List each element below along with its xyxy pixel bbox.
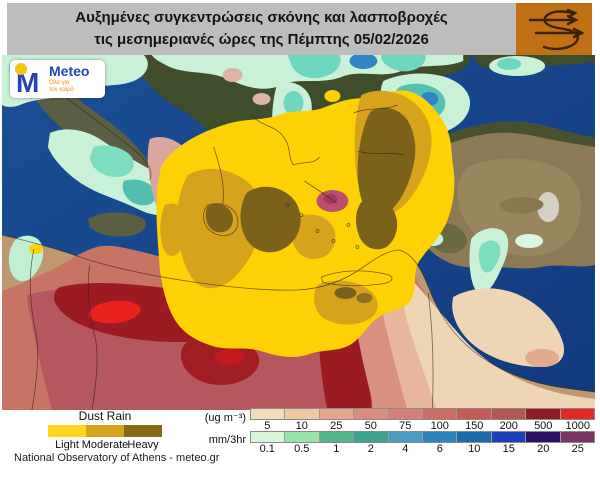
scale-color-swatch (251, 432, 285, 442)
dust-concentration-scale: 5 10 25 50 75 100 150 200 500 1000 (250, 408, 595, 432)
credit-text: National Observatory of Athens - meteo.g… (14, 452, 220, 464)
scale-tick-label: 50 (364, 420, 377, 432)
rain-scale-labels: 0.1 0.5 1 2 4 6 10 15 20 25 (250, 443, 595, 455)
dust-class-label: Heavy (127, 439, 159, 451)
rain-scale-bar (250, 431, 595, 443)
scale-tick-label: 0.1 (259, 443, 275, 455)
scale-tick-label: 75 (399, 420, 412, 432)
meteo-tagline-1: Όλα για (49, 79, 70, 86)
title-line-1: Αυξημένες συγκεντρώσεις σκόνης και λασπο… (75, 8, 448, 26)
scale-tick-label: 1000 (565, 420, 590, 432)
dust-overlays (2, 68, 595, 410)
scale-color-swatch (284, 432, 319, 442)
scale-tick-label: 2 (367, 443, 374, 455)
scale-tick-label: 150 (465, 420, 484, 432)
scale-color-swatch (284, 409, 319, 419)
dust-class-swatch (86, 425, 124, 437)
rain-scale-unit-label: mm/3hr (208, 434, 246, 446)
dust-rain-title: Dust Rain (78, 409, 132, 423)
dust-class-label: Light (55, 439, 79, 451)
scale-tick-label: 20 (537, 443, 550, 455)
dust-class-segment: Heavy (124, 425, 162, 451)
meteo-logo: M Meteo Όλα για τον καιρό (10, 60, 105, 98)
scale-color-swatch (251, 409, 285, 419)
scale-color-swatch (490, 409, 526, 419)
dust-class-swatch (124, 425, 162, 437)
meteo-logo-dot (15, 63, 27, 75)
scale-tick-label: 5 (264, 420, 271, 432)
scale-tick-label: 25 (571, 443, 584, 455)
rain-accumulation-scale: 0.1 0.5 1 2 4 6 10 15 20 25 (250, 431, 595, 455)
dust-class-label: Moderate (81, 439, 129, 451)
dust-class-segment: Light (48, 425, 86, 451)
dust-class-swatch (48, 425, 86, 437)
dust-wind-icon (528, 8, 585, 51)
scale-tick-label: 15 (502, 443, 515, 455)
scale-tick-label: 200 (499, 420, 518, 432)
mediterranean-dust-map (2, 55, 595, 410)
scale-color-swatch (353, 432, 388, 442)
map-canvas (2, 55, 595, 410)
scale-color-swatch (456, 409, 491, 419)
dust-model-logo-box (516, 3, 592, 55)
dust-rain-scale: Light Moderate Heavy (48, 425, 162, 451)
scale-color-swatch (456, 432, 491, 442)
scale-color-swatch (387, 409, 423, 419)
scale-color-swatch (559, 432, 595, 442)
scale-color-swatch (353, 409, 388, 419)
scale-color-swatch (318, 432, 354, 442)
meteo-logo-text: Meteo Όλα για τον καιρό (49, 64, 89, 95)
scale-color-swatch (525, 432, 560, 442)
scale-color-swatch (318, 409, 354, 419)
dust-scale-unit-label: (ug m⁻³) (204, 412, 246, 424)
dust-scale-bar (250, 408, 595, 420)
dust-rain-legend: Dust Rain Light Moderate Heavy (48, 409, 162, 451)
scale-tick-label: 25 (330, 420, 343, 432)
scale-color-swatch (422, 432, 457, 442)
scale-color-swatch (490, 432, 526, 442)
header-title-bar: Αυξημένες συγκεντρώσεις σκόνης και λασπο… (7, 3, 516, 55)
scale-tick-label: 500 (534, 420, 553, 432)
scale-tick-label: 10 (468, 443, 481, 455)
scale-tick-label: 1 (333, 443, 340, 455)
scale-color-swatch (422, 409, 457, 419)
meteo-brand: Meteo (49, 62, 90, 79)
meteo-m-icon: M (15, 63, 39, 96)
scale-tick-label: 100 (430, 420, 449, 432)
scale-color-swatch (387, 432, 423, 442)
dust-class-segment: Moderate (82, 425, 128, 451)
scale-color-swatch (525, 409, 560, 419)
meteo-tagline-2: τον καιρό (49, 87, 74, 93)
title-line-2: τις μεσημεριανές ώρες της Πέμπτης 05/02/… (94, 31, 429, 48)
scale-tick-label: 6 (436, 443, 443, 455)
scale-color-swatch (559, 409, 595, 419)
scale-tick-label: 10 (295, 420, 308, 432)
scale-tick-label: 4 (402, 443, 409, 455)
dust-scale-labels: 5 10 25 50 75 100 150 200 500 1000 (250, 420, 595, 432)
scale-tick-label: 0.5 (294, 443, 310, 455)
